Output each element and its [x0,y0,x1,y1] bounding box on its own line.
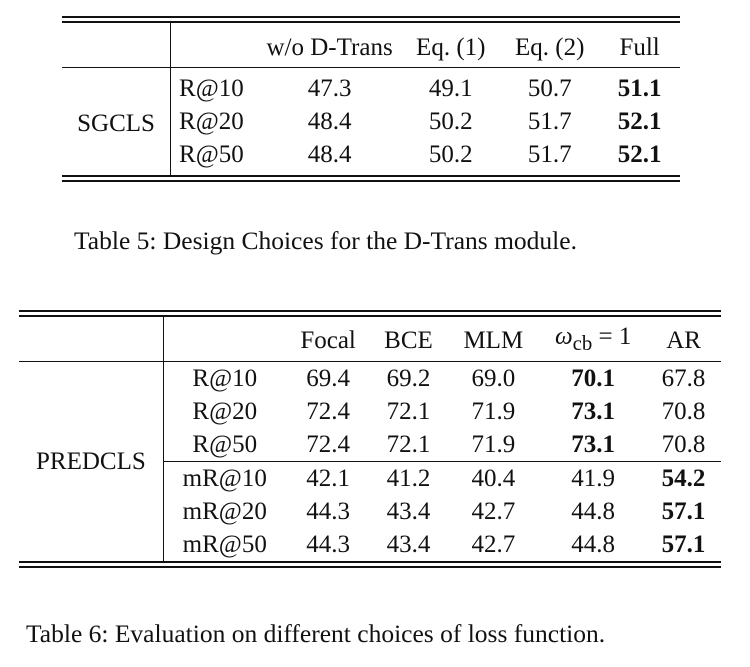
cell: 51.7 [527,108,572,135]
col-header: Eq. (1) [401,19,501,68]
cell: 50.2 [428,108,473,135]
cell: 50.7 [527,75,572,102]
cell: 43.4 [386,531,431,558]
cell: 42.1 [285,461,371,495]
row-metric: R@50 [179,141,244,168]
table-5: w/o D-Trans Eq. (1) Eq. (2) Full SGCLS R… [62,16,680,182]
cell-best: 51.1 [617,75,662,102]
row-metric: R@20 [179,108,244,135]
cell: 50.2 [428,141,473,168]
cell: 41.9 [540,461,647,495]
table-row: R@50 48.4 50.2 51.7 52.1 [62,138,680,179]
cell: 44.3 [306,531,350,558]
cell: 70.8 [661,398,706,425]
row-metric: R@50 [192,431,258,458]
table-6-caption: Table 6: Evaluation on different choices… [26,619,606,648]
cell: 72.1 [386,398,431,425]
cell: 49.1 [428,75,473,102]
cell: 48.4 [307,108,352,135]
cell: 42.7 [471,498,516,525]
row-metric: mR@20 [182,498,267,525]
table-row: mR@20 44.3 43.4 42.7 44.8 57.1 [19,495,721,528]
cell-best: 57.1 [661,531,706,558]
col-header: Focal [285,313,371,362]
group-label: PREDCLS [19,361,164,565]
table-row: R@50 72.4 72.1 71.9 73.1 70.8 [19,428,721,462]
cell: 69.0 [471,365,516,392]
col-header: AR [646,313,721,362]
col-header: MLM [446,313,541,362]
cell: 42.7 [471,531,516,558]
col-header-omega: ωcb = 1 [540,313,647,362]
cell: 40.4 [446,461,541,495]
row-metric: mR@50 [182,531,267,558]
cell: 43.4 [386,498,431,525]
cell: 69.4 [306,365,350,392]
omega-equals: = 1 [592,323,632,350]
group-label: SGCLS [62,67,172,179]
cell-best: 73.1 [571,398,616,425]
table-row: PREDCLS R@10 69.4 69.2 69.0 70.1 67.8 [19,361,721,565]
cell: 71.9 [471,431,516,458]
table-6: Focal BCE MLM ωcb = 1 AR PREDCLS R@10 69… [19,310,721,568]
table-row: SGCLS R@10 47.3 49.1 50.7 51.1 [62,67,680,179]
row-metric: R@10 [192,365,258,392]
table-row: mR@50 44.3 43.4 42.7 44.8 57.1 [19,528,721,565]
cell: 44.8 [571,498,616,525]
col-header: Full [599,19,680,68]
row-metric: R@10 [179,75,244,102]
cell: 69.2 [386,365,431,392]
cell: 67.8 [661,365,706,392]
cell: 70.8 [661,431,706,458]
cell: 71.9 [471,398,516,425]
table-row: mR@10 42.1 41.2 40.4 41.9 54.2 [19,461,721,495]
table-row: R@20 48.4 50.2 51.7 52.1 [62,105,680,138]
col-header: w/o D-Trans [257,19,402,68]
table-header-row: w/o D-Trans Eq. (1) Eq. (2) Full [62,19,680,68]
cell-best: 54.2 [646,461,721,495]
cell: 72.1 [386,431,431,458]
cell-best: 57.1 [661,498,706,525]
cell-best: 52.1 [617,141,662,168]
omega-subscript: cb [572,331,593,355]
cell: 48.4 [307,141,352,168]
cell-best: 52.1 [617,108,662,135]
col-header: Eq. (2) [500,19,600,68]
cell: 44.8 [571,531,616,558]
col-header: BCE [370,313,447,362]
cell: 72.4 [306,398,350,425]
table-row: R@20 72.4 72.1 71.9 73.1 70.8 [19,395,721,428]
cell: 47.3 [307,75,352,102]
cell: 51.7 [527,141,572,168]
cell-best: 73.1 [571,431,616,458]
cell: 41.2 [370,461,447,495]
cell: 44.3 [306,498,350,525]
cell: 72.4 [306,431,350,458]
cell-best: 70.1 [571,365,616,392]
table-header-row: Focal BCE MLM ωcb = 1 AR [19,313,721,362]
omega-symbol: ω [554,323,573,350]
row-metric: R@20 [192,398,258,425]
table-5-caption: Table 5: Design Choices for the D-Trans … [74,226,577,255]
row-metric: mR@10 [163,461,286,495]
